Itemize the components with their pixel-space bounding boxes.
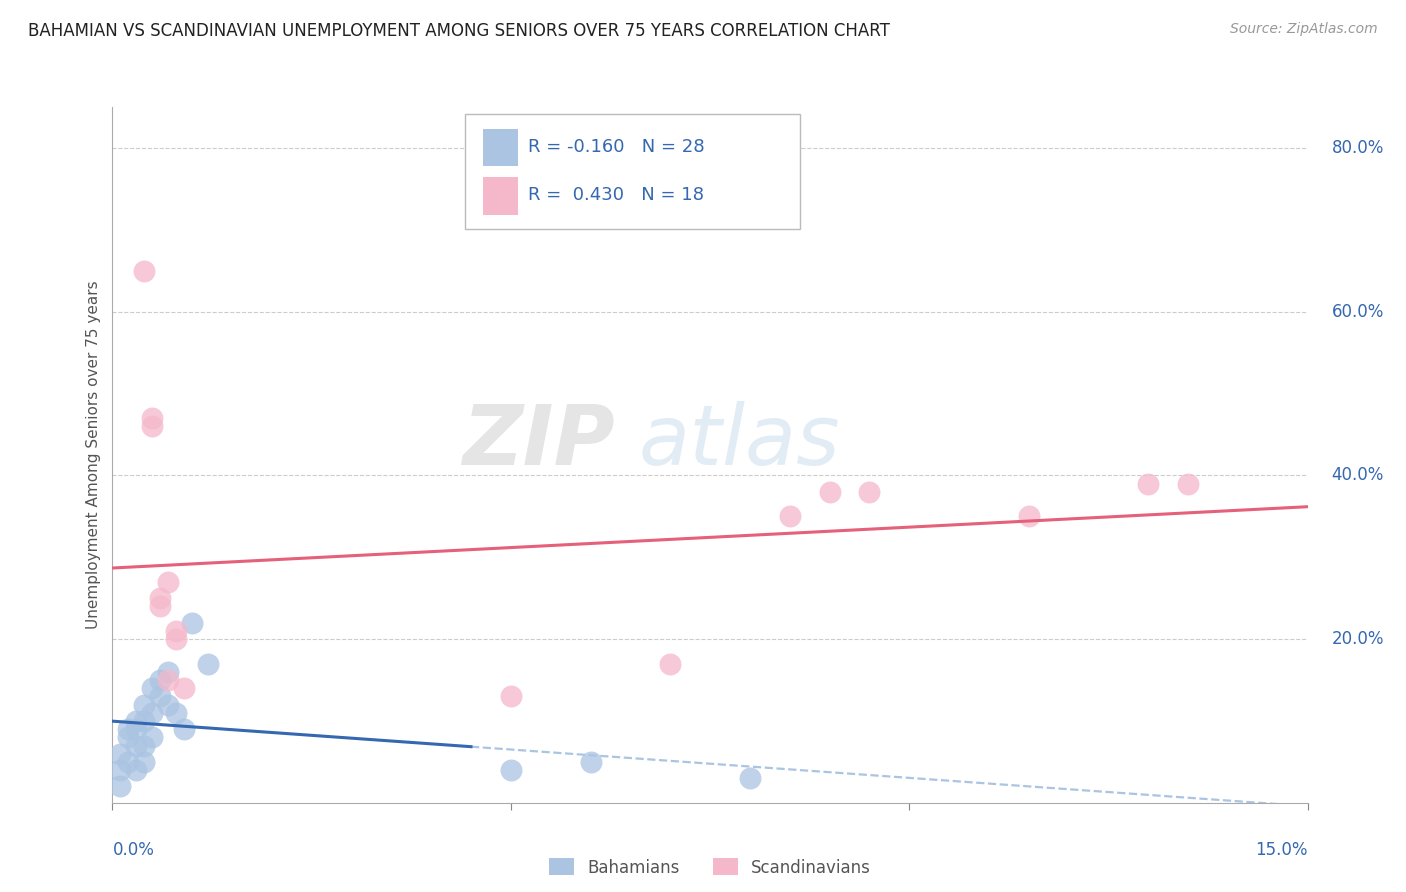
Point xyxy=(110,747,132,761)
Text: 80.0%: 80.0% xyxy=(1331,139,1384,157)
Point xyxy=(134,755,156,769)
Point xyxy=(197,657,219,671)
Text: 15.0%: 15.0% xyxy=(1256,841,1308,859)
Point xyxy=(1177,476,1199,491)
Point xyxy=(149,673,172,687)
Point xyxy=(499,763,522,777)
FancyBboxPatch shape xyxy=(484,178,517,215)
Point xyxy=(134,739,156,753)
Text: R =  0.430   N = 18: R = 0.430 N = 18 xyxy=(529,186,704,204)
Text: ZIP: ZIP xyxy=(461,401,614,482)
Point xyxy=(125,714,148,728)
Point xyxy=(165,632,187,646)
Legend: Bahamians, Scandinavians: Bahamians, Scandinavians xyxy=(540,850,880,885)
Point xyxy=(141,419,163,434)
Point xyxy=(579,755,602,769)
Text: Source: ZipAtlas.com: Source: ZipAtlas.com xyxy=(1230,22,1378,37)
Point xyxy=(165,624,187,638)
Point xyxy=(110,763,132,777)
Point xyxy=(134,264,156,278)
Point xyxy=(141,706,163,720)
Point xyxy=(117,731,139,745)
Point xyxy=(125,763,148,777)
FancyBboxPatch shape xyxy=(484,128,517,166)
Point xyxy=(173,722,195,736)
Point xyxy=(149,690,172,704)
Point xyxy=(141,681,163,696)
Point xyxy=(149,599,172,614)
Point xyxy=(1018,509,1040,524)
Point xyxy=(134,698,156,712)
Point xyxy=(659,657,682,671)
Text: 60.0%: 60.0% xyxy=(1331,302,1384,321)
Point xyxy=(499,690,522,704)
Point xyxy=(125,722,148,736)
Point xyxy=(141,411,163,425)
Point xyxy=(157,698,180,712)
Text: 0.0%: 0.0% xyxy=(112,841,155,859)
Point xyxy=(858,484,880,499)
Text: 20.0%: 20.0% xyxy=(1331,630,1384,648)
Point xyxy=(157,665,180,679)
Point xyxy=(117,755,139,769)
Point xyxy=(779,509,801,524)
Point xyxy=(149,591,172,606)
Text: 40.0%: 40.0% xyxy=(1331,467,1384,484)
Point xyxy=(157,673,180,687)
Point xyxy=(110,780,132,794)
FancyBboxPatch shape xyxy=(465,114,800,229)
Point xyxy=(117,722,139,736)
Point xyxy=(738,771,761,785)
Point xyxy=(165,706,187,720)
Point xyxy=(181,615,204,630)
Text: BAHAMIAN VS SCANDINAVIAN UNEMPLOYMENT AMONG SENIORS OVER 75 YEARS CORRELATION CH: BAHAMIAN VS SCANDINAVIAN UNEMPLOYMENT AM… xyxy=(28,22,890,40)
Point xyxy=(134,714,156,728)
Point xyxy=(125,739,148,753)
Point xyxy=(1137,476,1160,491)
Point xyxy=(157,574,180,589)
Y-axis label: Unemployment Among Seniors over 75 years: Unemployment Among Seniors over 75 years xyxy=(86,281,101,629)
Point xyxy=(141,731,163,745)
Text: R = -0.160   N = 28: R = -0.160 N = 28 xyxy=(529,137,704,156)
Point xyxy=(173,681,195,696)
Point xyxy=(818,484,841,499)
Text: atlas: atlas xyxy=(638,401,839,482)
